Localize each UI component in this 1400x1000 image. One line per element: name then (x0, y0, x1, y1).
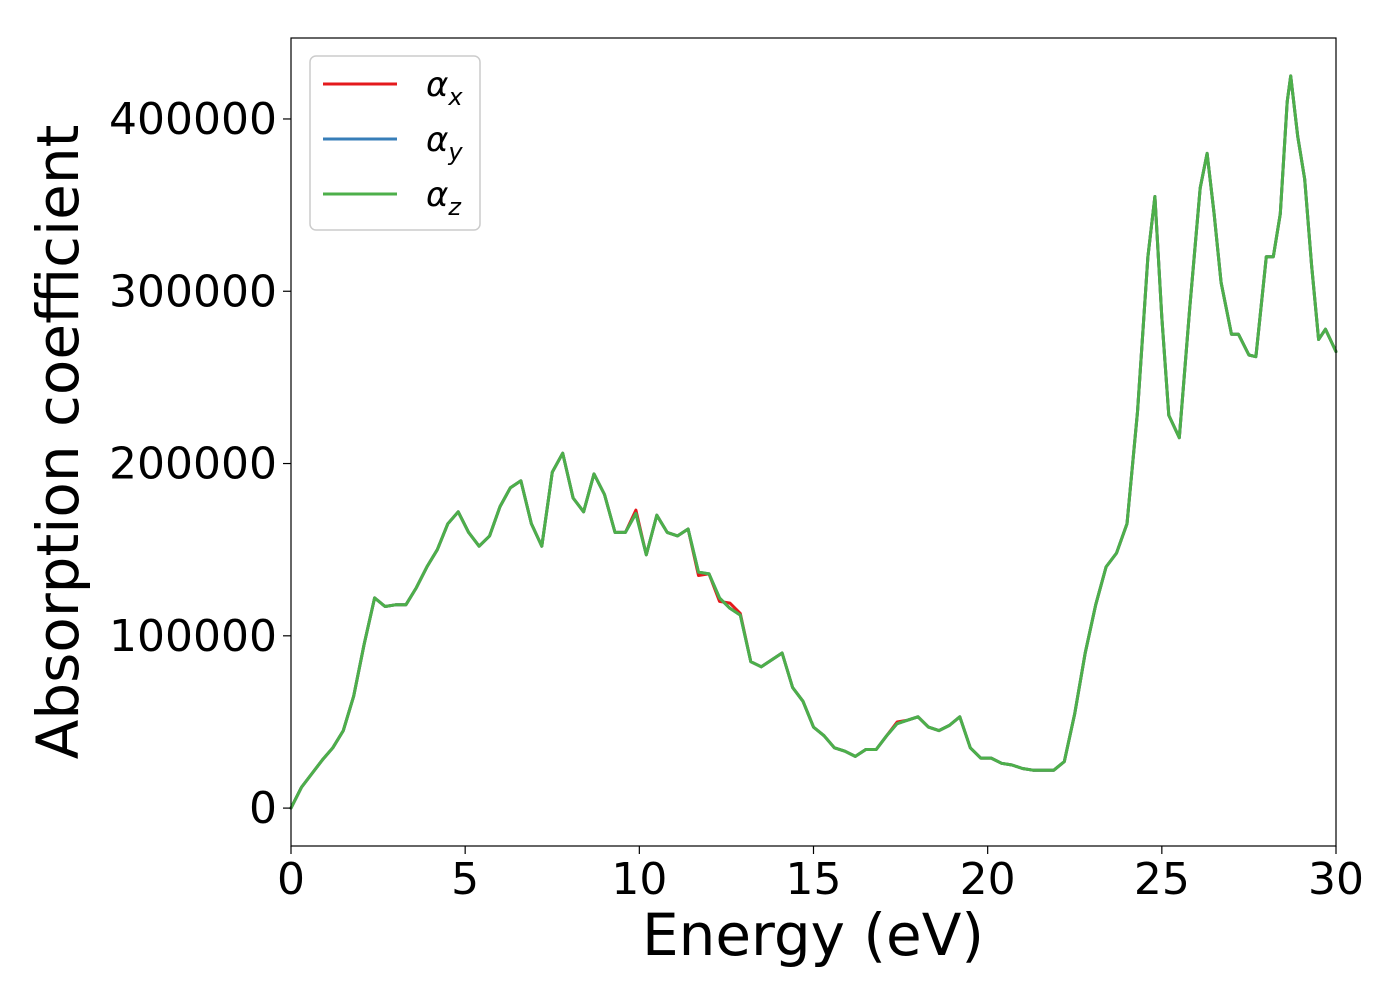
x-tick-label: 20 (960, 854, 1016, 905)
legend-label-3: αz (426, 175, 462, 221)
y-axis-label: Absorption coefficient (24, 125, 92, 760)
x-axis-ticks: 0 5 10 15 20 25 30 (277, 846, 1364, 905)
plot-lines (289, 74, 1338, 810)
y-tick-label: 400000 (109, 94, 277, 145)
x-tick-label: 30 (1308, 854, 1364, 905)
legend: αx αy αz (309, 55, 481, 231)
y-axis-ticks: 0 100000 200000 300000 400000 (109, 94, 291, 834)
x-axis-label: Energy (eV) (642, 901, 984, 969)
x-tick-label: 0 (277, 854, 305, 905)
legend-box (309, 55, 481, 231)
x-tick-label: 5 (451, 854, 479, 905)
y-tick-label: 300000 (109, 266, 277, 317)
x-tick-label: 15 (786, 854, 842, 905)
x-tick-label: 10 (611, 854, 667, 905)
x-tick-label: 25 (1134, 854, 1190, 905)
y-tick-label: 200000 (109, 439, 277, 490)
series-line-3 (289, 74, 1338, 810)
y-tick-label: 100000 (109, 611, 277, 662)
legend-label-1: αx (426, 65, 463, 111)
y-tick-label: 0 (249, 783, 277, 834)
legend-label-2: αy (426, 120, 463, 166)
